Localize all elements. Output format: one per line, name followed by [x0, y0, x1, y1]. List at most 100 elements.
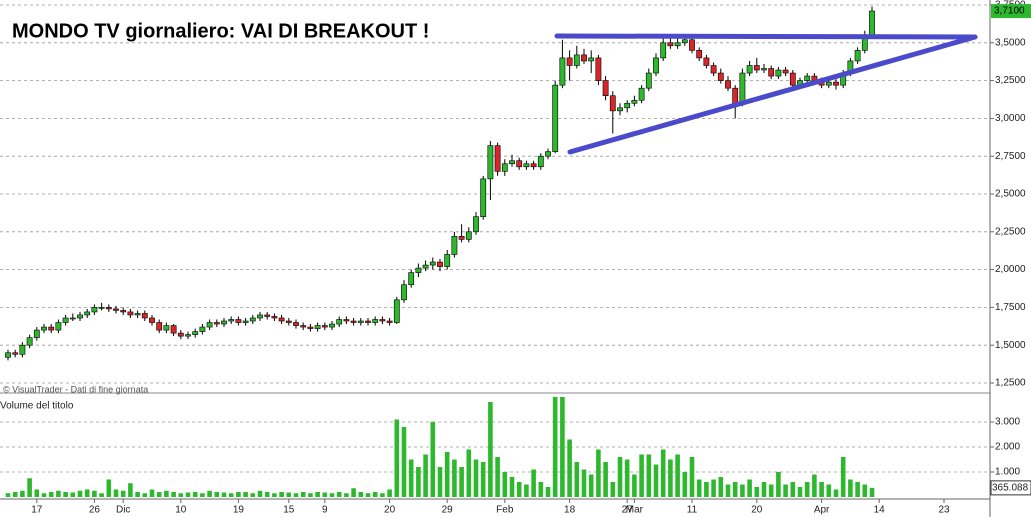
- volume-bar: [336, 492, 342, 497]
- candle-body: [69, 317, 76, 320]
- candle-body: [545, 151, 551, 157]
- candle-body: [761, 68, 767, 71]
- volume-bar: [452, 459, 457, 497]
- volume-bar: [560, 397, 565, 497]
- x-tick-label: Dic: [116, 505, 130, 516]
- candle-body: [732, 87, 739, 104]
- volume-bar: [156, 492, 162, 497]
- volume-bar: [106, 479, 112, 497]
- x-tick-label: 27: [622, 505, 634, 516]
- candle-body: [638, 87, 645, 101]
- candle-body: [696, 50, 703, 59]
- volume-bar: [322, 492, 328, 497]
- candle-body: [5, 352, 11, 358]
- y-tick-label: 3,0000: [995, 113, 1026, 124]
- candle-body: [156, 322, 163, 331]
- candle-body: [314, 325, 321, 329]
- volume-bar: [848, 479, 853, 497]
- volume-bar: [214, 492, 220, 497]
- volume-bar: [164, 490, 169, 497]
- volume-bar: [192, 492, 198, 497]
- volume-bar: [459, 467, 464, 497]
- volume-bar: [41, 493, 47, 497]
- y-tick-label: 2,0000: [995, 264, 1026, 275]
- volume-bar: [315, 492, 320, 497]
- volume-bar: [826, 484, 832, 497]
- candle-body: [26, 337, 33, 346]
- candle-body: [458, 236, 465, 240]
- source-note: © VisualTrader - Dati di fine giornata: [3, 384, 148, 394]
- volume-bar: [812, 474, 817, 497]
- x-tick-label: 20: [751, 505, 763, 516]
- candle-body: [242, 320, 249, 323]
- candle-body: [581, 54, 587, 62]
- candle-body: [624, 102, 631, 109]
- candle-body: [48, 326, 55, 331]
- candle-body: [631, 99, 638, 104]
- candle-body: [379, 319, 386, 322]
- volume-bar: [660, 449, 666, 497]
- volume-bar: [358, 492, 364, 497]
- candle-body: [307, 326, 314, 329]
- candle-body: [343, 319, 350, 322]
- candle-body: [19, 344, 26, 355]
- volume-bar: [236, 492, 241, 497]
- volume-bar: [243, 492, 248, 497]
- candle-body: [725, 80, 731, 89]
- candle-body: [177, 332, 184, 337]
- candle-body: [703, 57, 710, 66]
- candle-body: [451, 236, 458, 255]
- volume-bar: [732, 482, 738, 497]
- volume-bar: [646, 454, 652, 497]
- volume-bar: [704, 482, 709, 497]
- volume-bar: [783, 484, 788, 497]
- volume-bar: [804, 482, 810, 497]
- volume-bar: [675, 454, 680, 497]
- x-tick-label: Mar: [626, 505, 644, 516]
- candle-body: [465, 231, 472, 240]
- volume-bar: [329, 493, 335, 497]
- volume-bar: [819, 482, 824, 497]
- volume-bar: [632, 474, 637, 497]
- candle-body: [689, 39, 695, 51]
- last-volume-box: [990, 480, 1031, 496]
- volume-bar: [84, 489, 90, 497]
- volume-bar: [840, 457, 846, 497]
- volume-bar: [279, 492, 284, 497]
- volume-bar: [862, 484, 868, 497]
- volume-bar: [344, 493, 349, 497]
- candle-body: [300, 325, 307, 328]
- volume-bar: [135, 492, 140, 497]
- candle-body: [393, 299, 400, 323]
- volume-bar: [128, 483, 133, 497]
- candle-body: [509, 160, 515, 165]
- candle-body: [516, 160, 523, 168]
- candle-body: [667, 42, 674, 47]
- x-tick-label: 9: [322, 505, 328, 516]
- volume-title: Volume del titolo: [0, 401, 74, 412]
- candle-body: [192, 331, 199, 335]
- volume-bar: [790, 482, 796, 497]
- candle-body: [854, 50, 861, 62]
- candle-body: [739, 72, 746, 104]
- candle-body: [674, 42, 681, 47]
- volume-bar: [264, 492, 270, 497]
- resistance-line: [554, 33, 978, 40]
- volume-bar: [286, 492, 292, 497]
- volume-bar: [99, 493, 104, 497]
- candle-body: [365, 320, 371, 323]
- volume-bar: [372, 492, 378, 497]
- volume-bar: [639, 454, 644, 497]
- volume-bar: [740, 484, 745, 497]
- candle-body: [372, 319, 379, 323]
- volume-bar: [682, 472, 688, 497]
- candle-body: [98, 307, 105, 309]
- candle-body: [235, 319, 242, 323]
- volume-bar: [257, 490, 263, 497]
- candle-body: [775, 69, 782, 77]
- volume-bar: [747, 479, 752, 497]
- candle-body: [221, 320, 227, 325]
- x-tick-label: 18: [564, 505, 576, 516]
- volume-bar: [524, 484, 529, 497]
- volume-bar: [142, 493, 148, 497]
